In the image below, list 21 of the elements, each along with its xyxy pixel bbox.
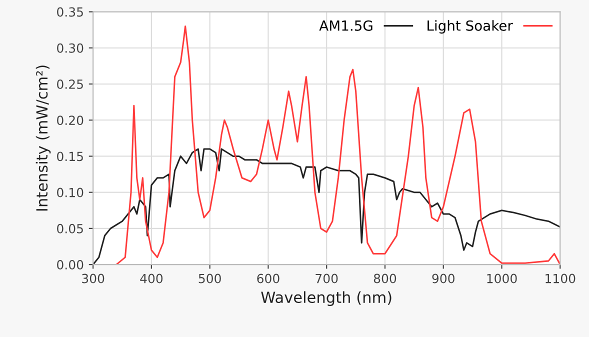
x-tick-label: 500 xyxy=(198,274,221,284)
legend-label: AM1.5G xyxy=(319,20,372,31)
y-axis-title: Intensity (mW/cm²) xyxy=(36,66,51,211)
y-tick-label: 0.25 xyxy=(57,79,83,89)
x-tick-label: 400 xyxy=(140,274,163,284)
y-tick-label: 0.10 xyxy=(57,188,84,198)
y-tick-label: 0.05 xyxy=(57,224,83,234)
y-tick-label: 0.20 xyxy=(57,116,84,126)
x-tick-label: 1000 xyxy=(487,274,517,284)
x-tick-label: 700 xyxy=(316,274,338,284)
x-tick-label: 1100 xyxy=(546,274,576,284)
x-tick-label: 900 xyxy=(432,274,454,284)
y-tick-label: 0.30 xyxy=(57,43,84,53)
x-tick-label: 600 xyxy=(257,274,280,284)
x-axis-title: Wavelength (nm) xyxy=(261,291,392,306)
y-tick-label: 0.15 xyxy=(57,152,83,162)
x-tick-label: 300 xyxy=(82,274,104,284)
x-tick-label: 800 xyxy=(374,274,396,284)
legend-label: Light Soaker xyxy=(428,20,513,34)
y-tick-label: 0.35 xyxy=(57,7,83,17)
y-tick-label: 0.00 xyxy=(57,260,84,270)
